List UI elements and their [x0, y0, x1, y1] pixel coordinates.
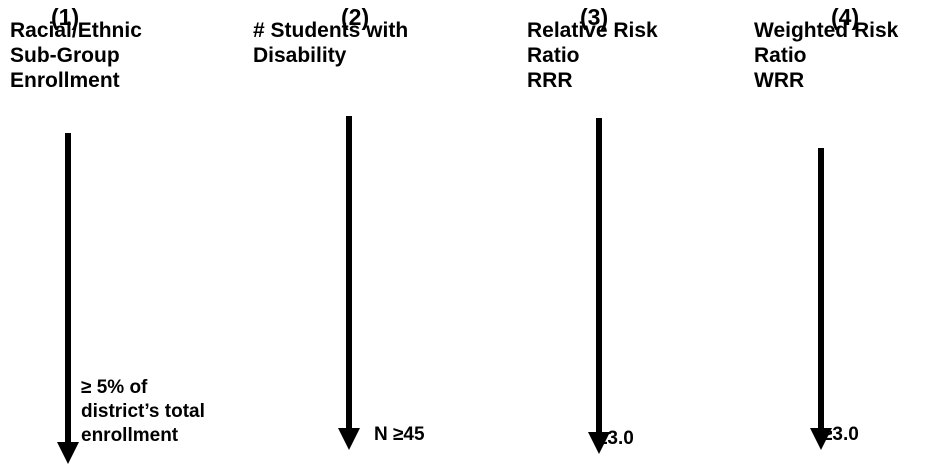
column-1-title: Racial/Ethnic Sub-Group Enrollment	[10, 18, 142, 93]
column-3-title-line: RRR	[527, 69, 573, 92]
column-1-arrow-head	[57, 442, 79, 464]
column-4-title: Weighted Risk Ratio WRR	[754, 18, 898, 93]
column-1-title-line: Sub-Group	[10, 44, 120, 67]
column-1-threshold-line: district’s total	[81, 401, 205, 422]
column-4-title-line: Weighted Risk	[754, 19, 899, 42]
column-4-number: (4)	[831, 4, 860, 30]
column-3-title-line: Ratio	[527, 44, 580, 67]
column-4-arrow-head	[810, 428, 832, 450]
column-2-title-line: Disability	[253, 44, 347, 67]
column-2-number: (2)	[341, 4, 370, 30]
column-1-arrow-shaft	[65, 133, 71, 445]
column-3-number: (3)	[580, 4, 609, 30]
column-3-threshold-line: ≥3.0	[597, 428, 634, 449]
column-4-title-line: WRR	[754, 69, 805, 92]
column-3-threshold: ≥3.0	[597, 427, 634, 451]
column-4-title-line: Ratio	[754, 44, 807, 67]
column-4-arrow-shaft	[818, 148, 824, 432]
column-3-title: Relative Risk Ratio RRR	[527, 18, 658, 93]
column-2-title-line: # Students with	[253, 19, 409, 42]
column-4-threshold-line: ≥3.0	[822, 424, 859, 445]
column-2-threshold-line: N ≥45	[374, 424, 425, 445]
column-3-arrow-head	[588, 432, 610, 454]
column-3-title-line: Relative Risk	[527, 19, 658, 42]
column-1-threshold: ≥ 5% of district’s total enrollment	[81, 376, 205, 448]
column-4-threshold: ≥3.0	[822, 423, 859, 447]
column-2-arrow-head	[338, 428, 360, 450]
column-2-arrow-shaft	[346, 116, 352, 430]
column-1-title-line: Racial/Ethnic	[10, 19, 142, 42]
column-3-arrow-shaft	[596, 118, 602, 436]
column-1-threshold-line: ≥ 5% of	[81, 377, 148, 398]
column-1-title-line: Enrollment	[10, 69, 120, 92]
column-1-threshold-line: enrollment	[81, 425, 179, 446]
column-2-title: # Students with Disability	[253, 18, 408, 68]
column-1-number: (1)	[51, 4, 80, 30]
column-2-threshold: N ≥45	[374, 423, 425, 447]
